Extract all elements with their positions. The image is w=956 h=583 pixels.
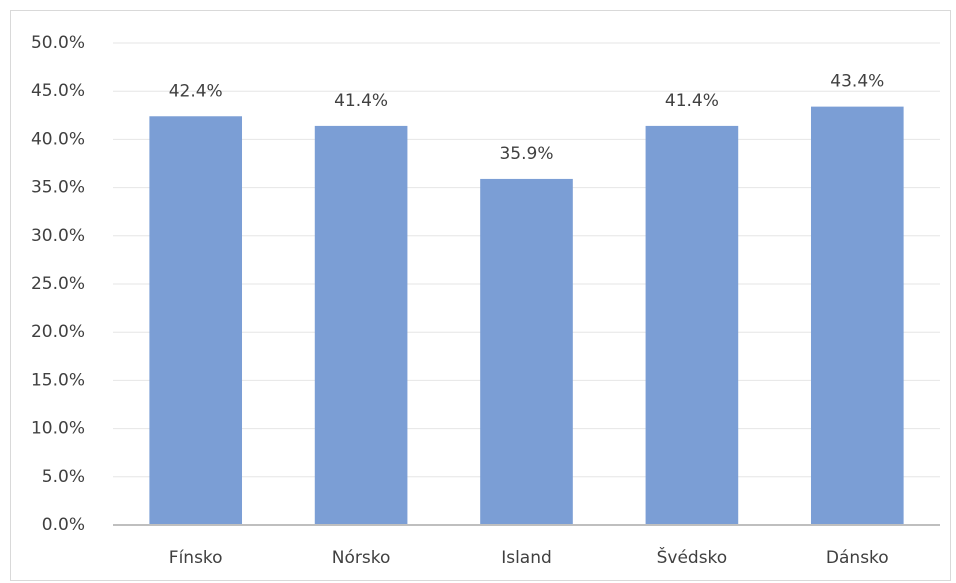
bar xyxy=(314,125,408,526)
x-tick-label: Nórsko xyxy=(332,548,391,568)
y-tick-label: 0.0% xyxy=(42,515,85,535)
y-tick-label: 40.0% xyxy=(31,129,85,149)
y-tick-label: 15.0% xyxy=(31,370,85,390)
bar xyxy=(810,106,904,526)
bar xyxy=(645,125,739,526)
data-label: 41.4% xyxy=(334,91,388,111)
bar xyxy=(480,178,573,525)
y-tick-label: 35.0% xyxy=(31,178,85,198)
data-label: 35.9% xyxy=(499,144,553,164)
x-tick-label: Fínsko xyxy=(169,548,223,568)
data-label: 43.4% xyxy=(830,72,884,92)
data-label: 41.4% xyxy=(665,91,719,111)
y-tick-label: 45.0% xyxy=(31,81,85,101)
y-tick-label: 50.0% xyxy=(31,33,85,53)
y-tick-label: 10.0% xyxy=(31,419,85,439)
y-tick-label: 5.0% xyxy=(42,467,85,487)
y-tick-label: 20.0% xyxy=(31,322,85,342)
bar xyxy=(149,116,243,525)
y-tick-label: 30.0% xyxy=(31,226,85,246)
data-label: 42.4% xyxy=(169,81,223,101)
x-tick-label: Švédsko xyxy=(657,546,728,568)
x-tick-label: Island xyxy=(501,548,552,568)
x-tick-label: Dánsko xyxy=(826,548,889,568)
y-tick-label: 25.0% xyxy=(31,274,85,294)
